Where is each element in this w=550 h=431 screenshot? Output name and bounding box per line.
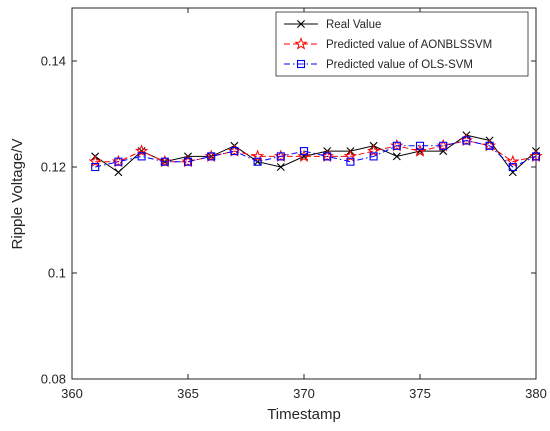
- legend-marker: [296, 59, 306, 69]
- y-tick-label: 0.12: [41, 160, 66, 175]
- axis-ticks: 360 365 370 375 380 0.08 0.1 0.12 0.14: [41, 8, 547, 401]
- data-point: [508, 168, 517, 177]
- x-axis-title: Timestamp: [267, 406, 341, 423]
- data-point: [276, 163, 285, 171]
- data-point: [91, 162, 100, 172]
- data-point: [346, 157, 355, 166]
- y-tick-label: 0.1: [48, 266, 66, 281]
- data-point: [392, 152, 401, 161]
- y-tick-label: 0.14: [41, 54, 66, 69]
- data-point: [137, 152, 146, 161]
- series-group: [88, 131, 543, 177]
- data-point: [323, 152, 332, 161]
- legend-item: Predicted value of OLS-SVM: [284, 59, 473, 71]
- y-axis-title: Ripple Voltage/V: [9, 139, 26, 250]
- legend: Real Value Predicted value of AONBLSSVM Pr…: [275, 11, 529, 77]
- data-point: [253, 157, 262, 166]
- x-tick-label: 375: [409, 386, 431, 401]
- data-point: [207, 152, 216, 161]
- legend-label: Predicted value of OLS-SVM: [326, 59, 473, 71]
- data-point: [462, 136, 471, 145]
- data-point: [369, 152, 378, 161]
- legend-box: [275, 11, 529, 77]
- x-tick-label: 370: [293, 386, 315, 401]
- data-point: [299, 147, 309, 156]
- data-point: [508, 162, 517, 172]
- legend-marker: [294, 37, 308, 50]
- data-point: [114, 168, 123, 177]
- data-point: [439, 141, 448, 150]
- x-tick-label: 360: [61, 386, 83, 401]
- data-point: [160, 157, 169, 166]
- legend-item: Predicted value of AONBLSSVM: [284, 37, 492, 51]
- legend-marker: [297, 20, 305, 28]
- x-tick-label: 365: [177, 386, 199, 401]
- data-point: [276, 152, 285, 161]
- legend-label: Predicted value of AONBLSSVM: [326, 39, 492, 51]
- data-point: [531, 152, 541, 161]
- data-point: [183, 157, 193, 166]
- series-line: [95, 139, 537, 163]
- x-tick-label: 380: [525, 386, 547, 401]
- data-point: [485, 141, 494, 150]
- y-tick-label: 0.08: [41, 372, 66, 387]
- data-point: [415, 141, 425, 150]
- legend-item: Real Value: [284, 19, 381, 31]
- data-point: [230, 147, 239, 156]
- data-point: [392, 141, 401, 150]
- series-3: [91, 136, 541, 172]
- data-point: [114, 157, 123, 166]
- legend-label: Real Value: [326, 19, 381, 31]
